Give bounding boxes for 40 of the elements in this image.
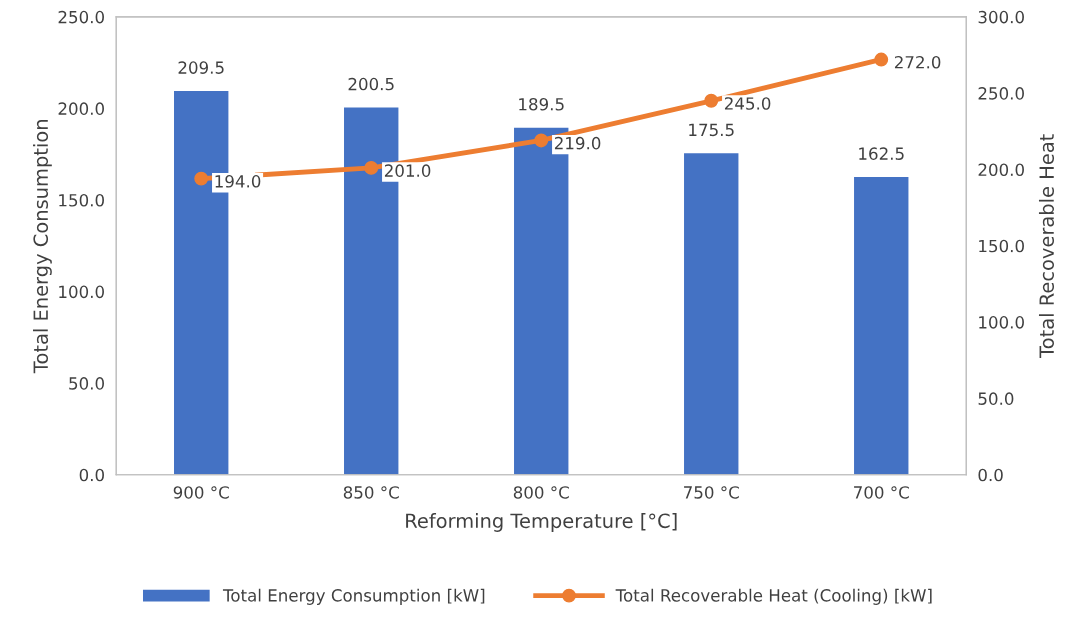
data-label: 201.0	[384, 164, 431, 177]
y-axis-title: Total Energy Consumption	[33, 120, 52, 374]
data-label: 175.5	[689, 123, 734, 137]
x-tick-label: 700 °C	[854, 486, 909, 499]
data-label: 219.0	[554, 136, 601, 150]
data-label: 200.5	[348, 77, 394, 91]
data-label: 245.0	[724, 97, 771, 110]
y-tick-label: 250.0	[58, 10, 104, 24]
data-label: 194.0	[215, 175, 261, 188]
x-tick-label: 850 °C	[343, 486, 399, 499]
bar	[854, 177, 909, 475]
y-tick-label: 50.0	[69, 377, 104, 390]
data-label: 209.5	[178, 61, 224, 74]
y2-tick-label: 200.0	[978, 163, 1024, 177]
y2-tick-label: 0.0	[978, 468, 1003, 482]
y-tick-label: 150.0	[59, 193, 104, 207]
point	[874, 52, 889, 67]
y-tick-label: 100.0	[59, 285, 104, 299]
y2-tick-label: 150.0	[979, 239, 1024, 253]
point	[364, 160, 379, 175]
data-label: 189.5	[519, 97, 564, 111]
point	[534, 133, 549, 148]
x-tick-label: 750 °C	[684, 486, 739, 499]
x-tick-label: 800 °C	[513, 486, 569, 499]
y2-tick-label: 250.0	[978, 87, 1024, 100]
legend-label: Total Energy Consumption [kW]	[222, 588, 485, 605]
data-label: 162.5	[859, 147, 904, 160]
bar	[684, 153, 739, 475]
y-tick-label: 0.0	[79, 468, 104, 482]
legend-label: Total Recoverable Heat (Cooling) [kW]	[615, 588, 932, 605]
data-label: 272.0	[894, 55, 941, 69]
y2-tick-label: 100.0	[979, 316, 1024, 329]
y2-tick-label: 50.0	[978, 392, 1014, 405]
point	[704, 93, 719, 108]
x-axis-title: Reforming Temperature [°C]	[406, 513, 677, 532]
y2-tick-label: 300.0	[978, 10, 1024, 24]
point	[194, 171, 209, 186]
y-tick-label: 200.0	[58, 102, 104, 115]
y2-axis-title: Total Recoverable Heat	[1038, 134, 1055, 358]
x-tick-label: 900 °C	[173, 486, 229, 499]
